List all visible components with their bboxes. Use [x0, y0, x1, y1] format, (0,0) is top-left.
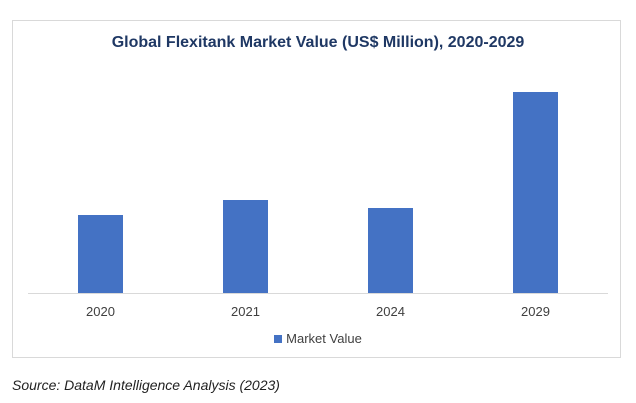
legend-label: Market Value [286, 331, 362, 346]
x-tick-label: 2029 [521, 304, 550, 319]
x-tick-label: 2021 [231, 304, 260, 319]
bar-2020 [78, 215, 123, 293]
bar-2021 [223, 200, 268, 293]
legend-swatch [274, 335, 283, 343]
x-tick-label: 2020 [86, 304, 115, 319]
bar-2029 [513, 92, 558, 293]
chart-title: Global Flexitank Market Value (US$ Milli… [111, 34, 525, 51]
chart-frame [12, 20, 621, 358]
source-note: Source: DataM Intelligence Analysis (202… [12, 377, 280, 393]
bar-2024 [368, 208, 413, 293]
x-tick-label: 2024 [376, 304, 405, 319]
legend: Market Value [0, 331, 636, 346]
